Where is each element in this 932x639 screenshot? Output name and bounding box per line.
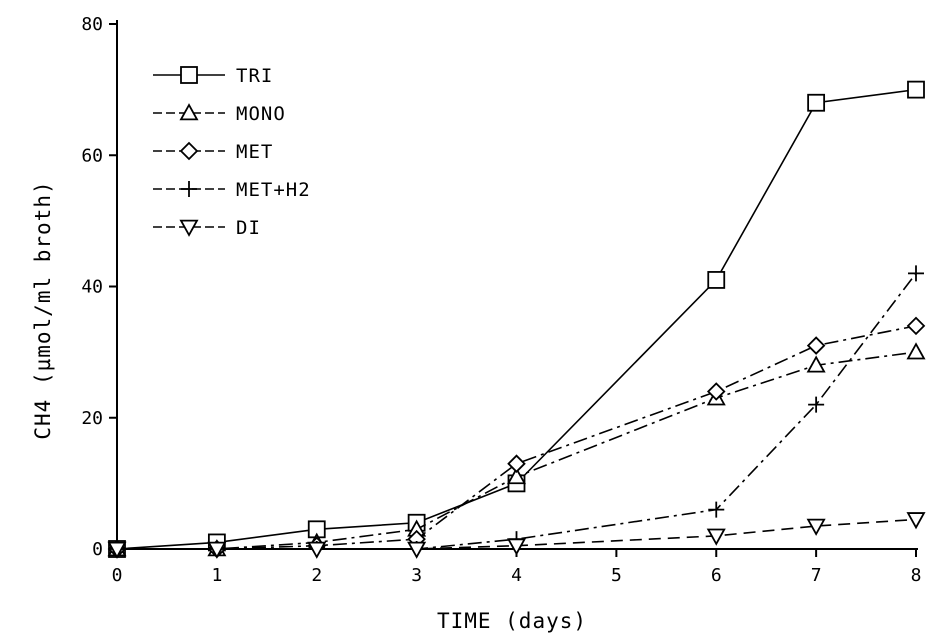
legend-marker-met-h2 bbox=[181, 181, 197, 197]
series-tri bbox=[108, 80, 925, 558]
series-line-met bbox=[117, 325, 917, 550]
legend-label-di: DI bbox=[236, 217, 261, 239]
data-point-mono bbox=[806, 355, 826, 373]
legend-label-met-h2: MET+H2 bbox=[236, 179, 311, 201]
data-point-tri bbox=[707, 271, 726, 289]
series-met bbox=[107, 316, 926, 559]
legend-marker-met bbox=[179, 141, 199, 161]
x-tick-label: 1 bbox=[211, 565, 222, 586]
legend-item-di: DI bbox=[153, 217, 261, 239]
y-tick-label: 0 bbox=[92, 539, 103, 560]
legend-item-mono: MONO bbox=[153, 103, 286, 125]
x-tick-label: 4 bbox=[511, 565, 522, 586]
data-point-met-h2 bbox=[708, 501, 725, 518]
series-line-mono bbox=[117, 351, 917, 550]
x-tick-label: 7 bbox=[811, 565, 822, 586]
legend-item-tri: TRI bbox=[153, 65, 273, 87]
data-point-di bbox=[207, 541, 227, 559]
series-mono bbox=[107, 342, 926, 557]
legend-marker-tri bbox=[180, 66, 198, 84]
legend-marker-mono bbox=[179, 103, 199, 121]
data-point-met bbox=[507, 454, 526, 473]
legend: TRI MONO MET MET+H2 DI bbox=[153, 65, 311, 239]
data-point-met bbox=[906, 316, 926, 336]
legend-item-met: MET bbox=[153, 141, 273, 163]
y-axis-title: CH4 (µmol/ml broth) bbox=[31, 180, 55, 439]
x-tick-label: 3 bbox=[411, 565, 422, 586]
data-point-mono bbox=[506, 466, 527, 485]
data-point-met-h2 bbox=[908, 265, 924, 282]
series-line-met-h2 bbox=[117, 272, 917, 550]
x-tick-label: 0 bbox=[112, 565, 123, 586]
data-point-di bbox=[307, 541, 327, 559]
data-point-met-h2 bbox=[808, 396, 825, 413]
x-tick-label: 6 bbox=[711, 565, 722, 586]
series-di bbox=[107, 512, 926, 559]
series-met-h2 bbox=[109, 265, 924, 557]
data-point-di bbox=[906, 512, 926, 530]
data-point-di bbox=[506, 538, 527, 556]
x-axis-title: TIME (days) bbox=[437, 609, 587, 633]
data-point-tri bbox=[807, 93, 826, 112]
data-point-met bbox=[706, 382, 726, 401]
legend-label-met: MET bbox=[236, 141, 273, 163]
legend-label-mono: MONO bbox=[236, 103, 286, 125]
data-point-di bbox=[107, 541, 127, 559]
data-point-tri bbox=[907, 80, 925, 99]
x-tick-label: 2 bbox=[311, 565, 322, 586]
data-point-di bbox=[407, 541, 427, 559]
data-point-mono bbox=[906, 342, 926, 360]
y-tick-label: 80 bbox=[81, 14, 103, 35]
series-line-di bbox=[117, 518, 917, 550]
legend-item-met-h2: MET+H2 bbox=[153, 179, 311, 201]
data-point-met bbox=[806, 336, 826, 355]
y-tick-label: 20 bbox=[81, 408, 103, 429]
x-tick-label: 5 bbox=[611, 565, 622, 586]
legend-marker-di bbox=[179, 219, 199, 237]
y-tick-label: 40 bbox=[81, 277, 103, 298]
data-point-di bbox=[706, 528, 726, 546]
data-point-di bbox=[806, 518, 826, 536]
x-tick-label: 8 bbox=[911, 565, 922, 586]
series-layer bbox=[107, 80, 926, 559]
y-tick-label: 60 bbox=[81, 145, 103, 166]
legend-label-tri: TRI bbox=[236, 65, 273, 87]
